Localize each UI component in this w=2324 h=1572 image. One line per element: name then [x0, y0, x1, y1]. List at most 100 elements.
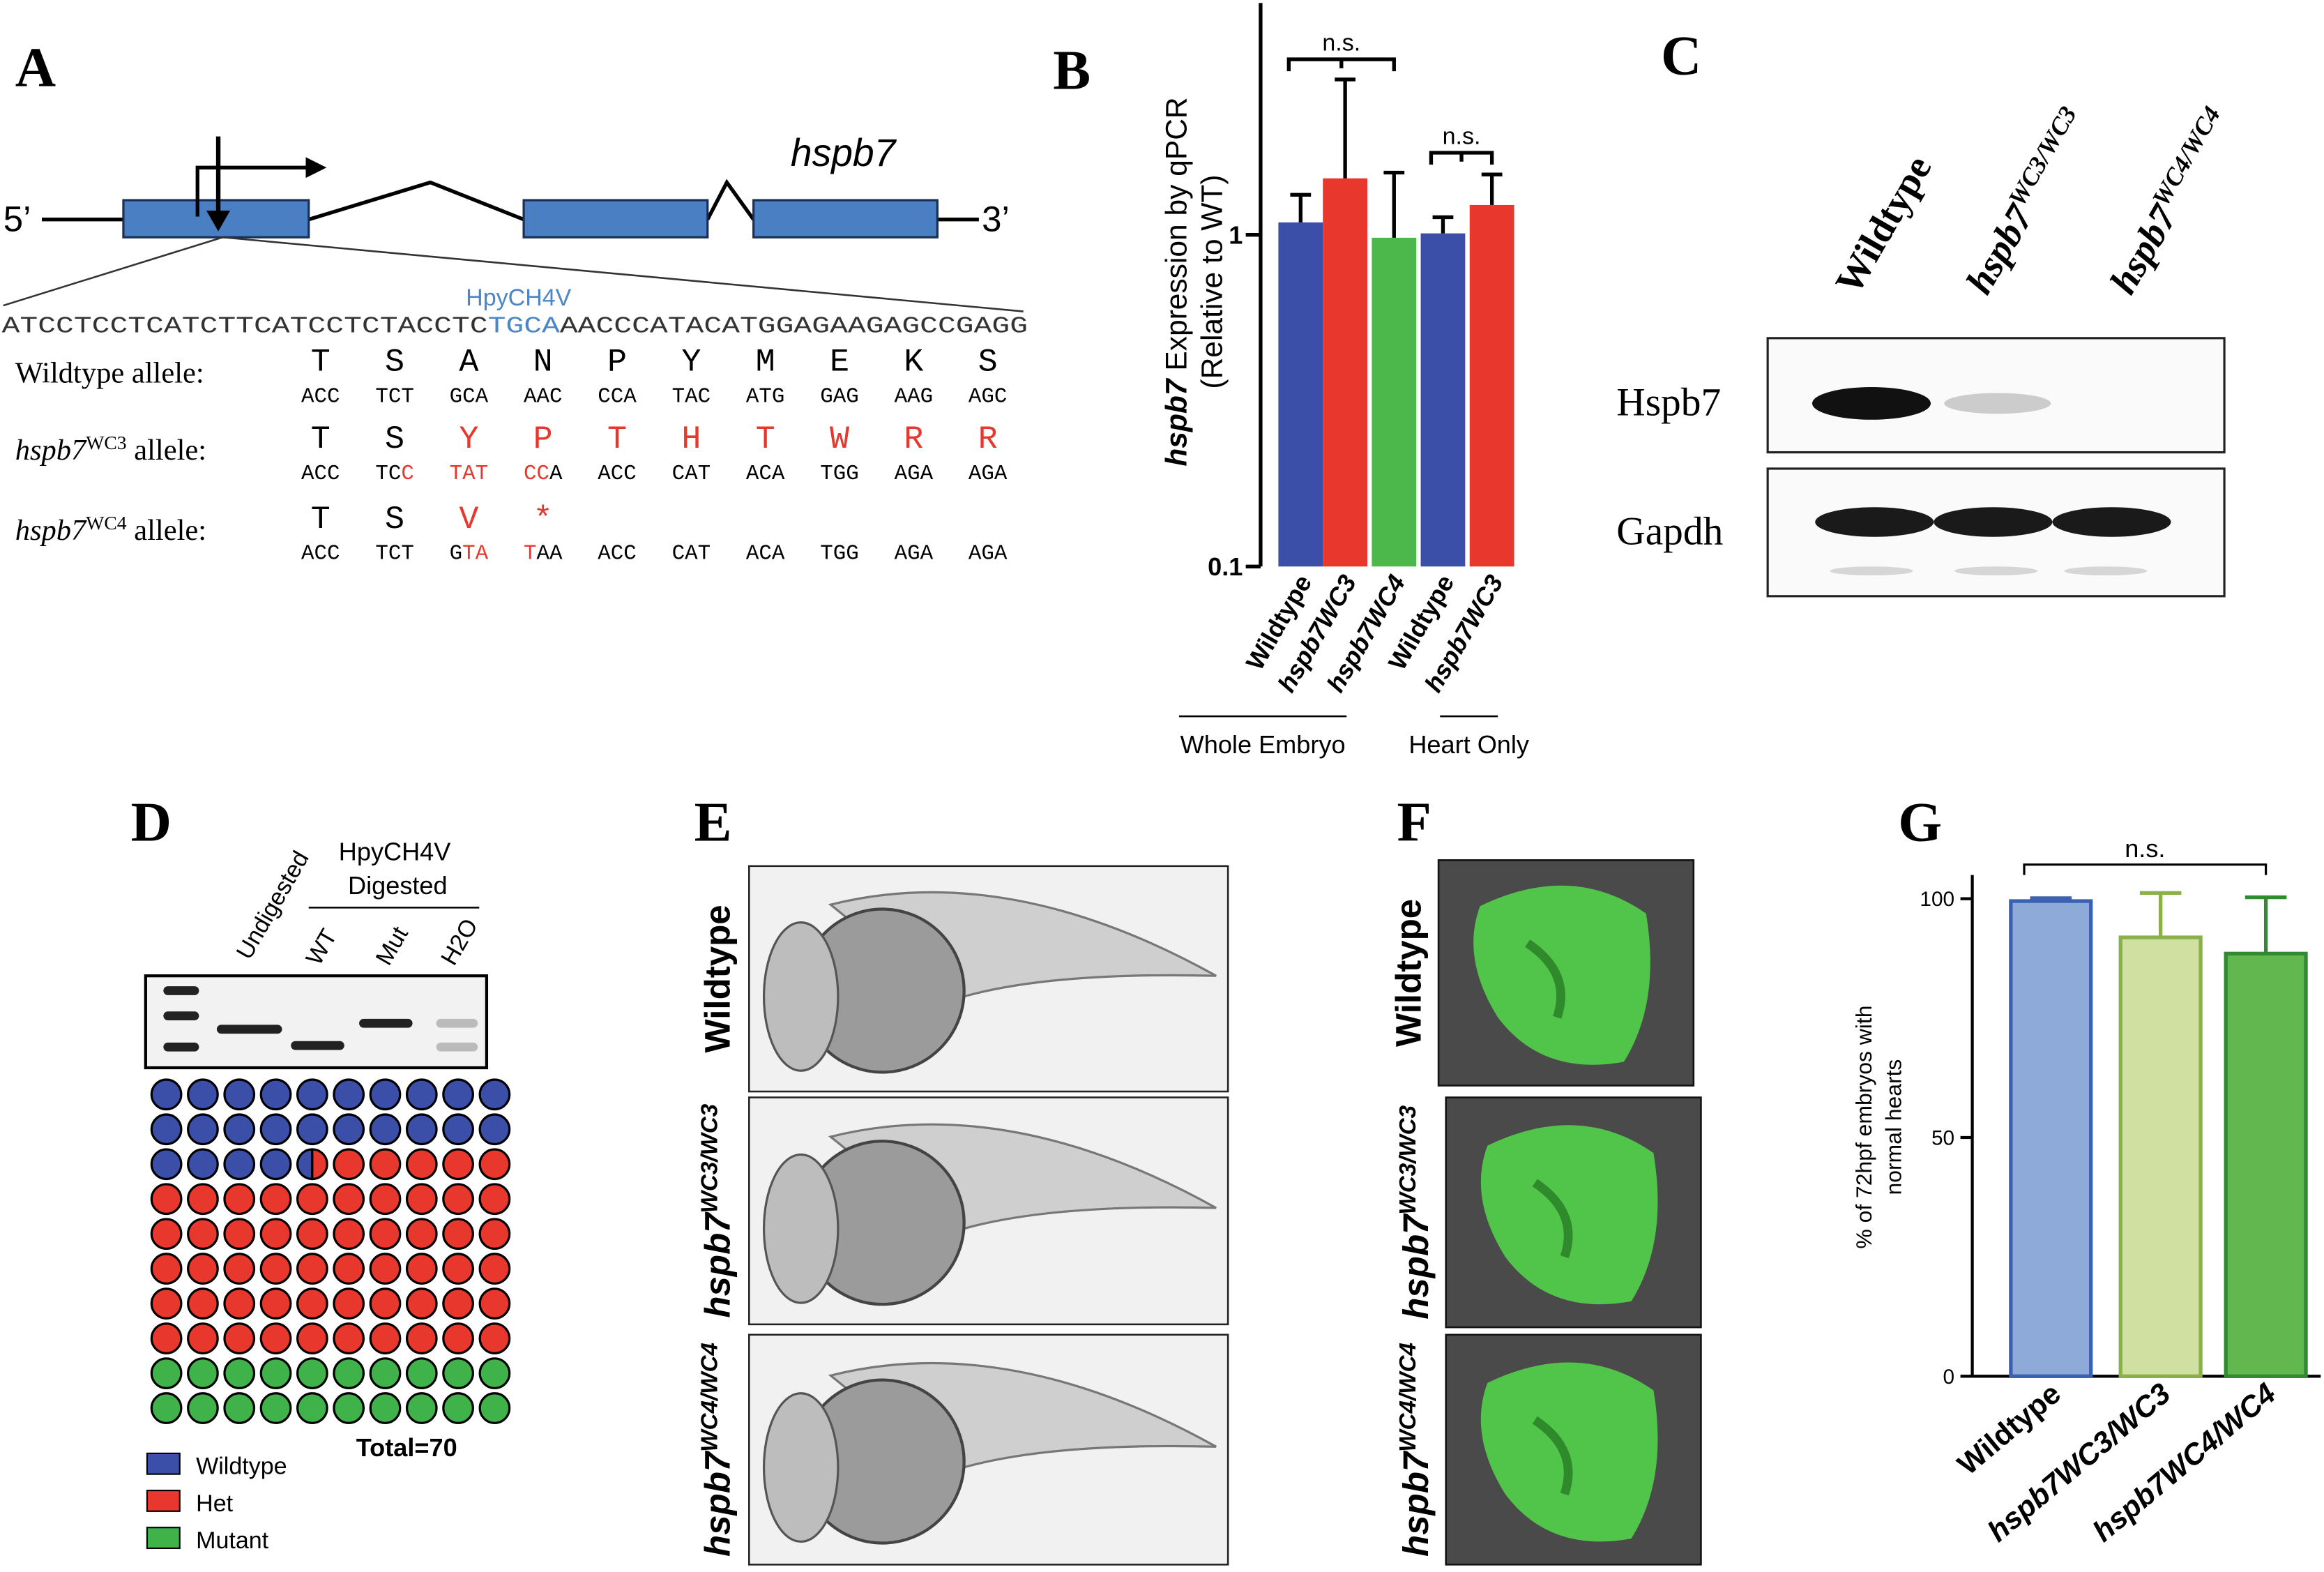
waffle-dot — [442, 1253, 474, 1285]
amino-acid: * — [533, 501, 553, 538]
sequence-part: ATCCTCCTCATCTTCATCCTCTACCTC — [2, 312, 488, 339]
allele-label: hspb7WC3 allele: — [15, 432, 206, 467]
waffle-dot — [333, 1357, 365, 1389]
text-part: AGA — [969, 542, 1008, 566]
y-tick-label: 0 — [1943, 1366, 1955, 1389]
allele-label: hspb7WC4 allele: — [15, 512, 206, 547]
text-part: AAG — [895, 384, 934, 409]
waffle-dot — [442, 1322, 474, 1354]
amino-acid: W — [830, 421, 850, 458]
panel-label: C — [1661, 24, 1701, 86]
amino-acid: T — [311, 501, 331, 538]
waffle-dot — [187, 1392, 219, 1424]
waffle-dot — [150, 1392, 183, 1424]
text-part: TA — [462, 542, 488, 566]
panel-label: B — [1053, 40, 1091, 102]
codon: GTA — [450, 542, 489, 566]
waffle-dot — [405, 1113, 438, 1146]
codon: ACC — [301, 542, 340, 566]
text-part: ACC — [301, 384, 340, 409]
waffle-dot — [333, 1322, 365, 1354]
band — [1830, 566, 1913, 576]
waffle-dot — [442, 1287, 474, 1320]
embryo-head — [762, 921, 840, 1072]
amino-acid: N — [533, 345, 553, 381]
waffle-dot — [187, 1322, 219, 1354]
codon: TCC — [375, 462, 413, 486]
waffle-dot — [369, 1113, 402, 1146]
band — [2052, 507, 2171, 537]
waffle-dot — [150, 1253, 183, 1285]
waffle-dot — [442, 1113, 474, 1146]
waffle-dot — [478, 1357, 511, 1389]
waffle-dot — [333, 1392, 365, 1424]
waffle-dot — [223, 1253, 256, 1285]
waffle-dot — [405, 1322, 438, 1354]
waffle-dot — [369, 1253, 402, 1285]
exon — [752, 199, 939, 239]
waffle-dot — [259, 1183, 292, 1216]
text-part: ACC — [301, 462, 340, 486]
waffle-dot — [259, 1357, 292, 1389]
text-part: A — [549, 462, 563, 486]
waffle-dot — [478, 1183, 511, 1216]
bar — [1323, 178, 1368, 567]
waffle-dot — [259, 1113, 292, 1146]
text-part: AAC — [524, 384, 563, 409]
gel — [144, 974, 489, 1070]
amino-acid: H — [681, 421, 701, 458]
sequence: ATCCTCCTCATCTTCATCCTCTACCTC TGCA AACCCATAC… — [2, 312, 1028, 339]
legend-label: Mutant — [196, 1527, 269, 1554]
waffle-dot — [296, 1148, 314, 1181]
annotation: n.s. — [1322, 29, 1360, 56]
genotype-label: hspb7WC3/WC3 — [697, 1103, 738, 1317]
panel-label: F — [1397, 792, 1431, 854]
waffle-dot — [369, 1392, 402, 1424]
band — [1954, 566, 2038, 576]
sequence-part: AACCCATACATGGAGAAGAGCCGAGG — [560, 312, 1028, 339]
waffle-dot — [223, 1392, 256, 1424]
text-part: CAT — [672, 542, 711, 566]
text-part: ATG — [746, 384, 785, 409]
bar — [2224, 951, 2308, 1378]
text-part: hspb7 — [1396, 1450, 1436, 1557]
codon: GAG — [820, 384, 859, 409]
three-prime: 3’ — [982, 199, 1010, 239]
waffle-dot — [478, 1392, 511, 1424]
gel-band — [216, 1025, 282, 1034]
amino-acid: T — [311, 345, 331, 381]
lane-label: hspb7WC4/WC4 — [2099, 102, 2240, 301]
genotype-label: hspb7WC3/WC3 — [1395, 1105, 1436, 1319]
waffle-dot — [223, 1357, 256, 1389]
codon: TCT — [375, 542, 414, 566]
codon: AGA — [895, 542, 934, 566]
text-part: allele: — [127, 514, 207, 547]
tss-arrow — [195, 165, 312, 217]
error-bar — [1335, 77, 1355, 179]
text-part: WC4/WC4 — [1395, 1343, 1421, 1452]
gel-lane-label: Mut — [371, 922, 414, 970]
x-tick-label: hspb7WC4/WC4 — [2087, 1377, 2282, 1549]
embryo-head — [762, 1153, 840, 1304]
amino-acid: V — [459, 501, 478, 538]
waffle-dot — [333, 1183, 365, 1216]
waffle-dot — [150, 1078, 183, 1111]
gel-lane-label: Undigested — [231, 847, 314, 964]
waffle-dot — [442, 1078, 474, 1111]
text-part: AGC — [969, 384, 1008, 409]
text-part: CC — [524, 462, 549, 486]
y-tick-label: 0.1 — [1208, 552, 1243, 581]
codon: ACA — [746, 462, 785, 486]
waffle-dot — [150, 1322, 183, 1354]
waffle-dot — [150, 1113, 183, 1146]
legend-swatch — [146, 1527, 181, 1550]
text-part: hspb7 — [1161, 377, 1194, 467]
waffle-dot — [333, 1148, 365, 1181]
waffle-dot — [369, 1357, 402, 1389]
y-tick-label: 50 — [1931, 1127, 1954, 1150]
amino-acid: Y — [459, 421, 478, 458]
error-bar — [1290, 192, 1312, 222]
text-part: allele: — [127, 434, 207, 467]
legend-label: Wildtype — [196, 1453, 287, 1480]
waffle-dot — [333, 1218, 365, 1250]
